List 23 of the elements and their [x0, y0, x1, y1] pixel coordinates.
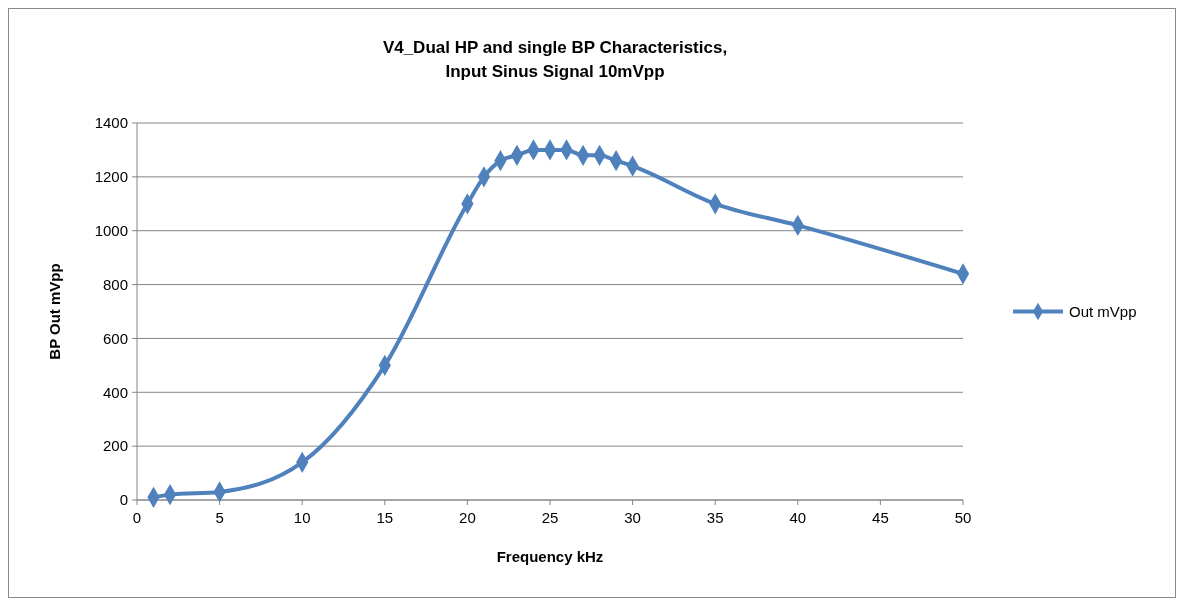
x-tick-label: 40 — [789, 509, 807, 526]
x-tick-label: 5 — [215, 509, 224, 526]
x-tick-label: 15 — [376, 509, 394, 526]
x-axis-title: Frequency kHz — [496, 548, 604, 565]
chart-title: V4_Dual HP and single BP Characteristics, Input Sinus Signal 10mVpp — [382, 38, 728, 81]
x-tick-label: 50 — [954, 509, 972, 526]
y-tick-label: 400 — [102, 383, 128, 401]
x-tick-label: 25 — [541, 509, 559, 526]
y-tick-label: 200 — [102, 437, 128, 455]
legend-label: Out mVpp — [1069, 302, 1137, 320]
y-tick-label: 1400 — [94, 114, 128, 132]
y-tick-label: 800 — [102, 275, 128, 293]
y-tick-label: 600 — [102, 329, 128, 347]
x-tick-label: 30 — [624, 509, 641, 526]
x-tick-label: 35 — [706, 509, 724, 526]
y-tick-label: 0 — [119, 491, 128, 509]
y-axis-title: BP Out mVpp — [46, 263, 63, 360]
x-tick-label: 10 — [293, 509, 311, 526]
y-tick-label: 1000 — [94, 221, 128, 239]
x-tick-label: 20 — [459, 509, 476, 526]
y-tick-label: 1200 — [94, 168, 128, 186]
x-tick-label: 0 — [132, 509, 142, 526]
x-tick-label: 45 — [872, 509, 889, 526]
